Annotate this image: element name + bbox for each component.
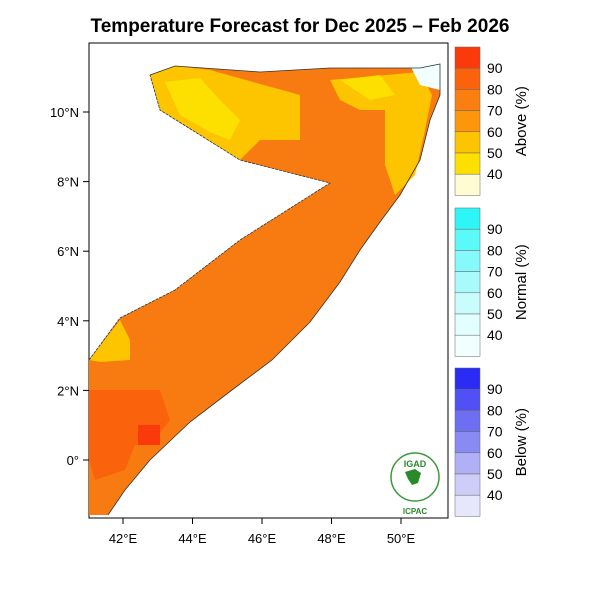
lat-label: 4°N [57,314,79,329]
legend-tick: 60 [487,445,503,461]
legend-swatch [454,313,481,336]
above-40-northeast [340,75,395,100]
lat-label: 8°N [57,175,79,190]
legend-swatch [454,452,481,475]
legend-tick: 60 [487,124,503,140]
above-90-patch [138,425,160,445]
legend-swatch [454,334,481,357]
legend-swatch [454,173,481,196]
legend-0: 90 80 70 60 50 40 Above (%) [454,46,530,196]
somalia-west-border [88,74,331,361]
legend-swatch [454,431,481,454]
legend-swatch [454,367,481,390]
legend-tick: 50 [487,466,503,482]
legend-swatch [454,89,481,111]
somalia-above-70 [89,64,440,515]
lat-label: 6°N [57,244,79,259]
legend-tick: 50 [487,145,503,161]
lon-label: 48°E [317,531,346,546]
above-50-northeast [330,72,432,195]
legend-tick: 60 [487,285,503,301]
svg-text:IGAD: IGAD [404,459,427,469]
axis-ticks: 42°E 44°E 46°E 48°E 50°E 10°N 8°N 6°N 4°N 2°N 0° [50,105,416,546]
legend-swatch [454,46,481,69]
lon-label: 50°E [387,531,416,546]
legend-swatch [454,228,481,251]
legend-tick: 70 [487,103,503,119]
legend-tick: 40 [487,487,503,503]
legend-title: Normal (%) [513,244,530,320]
legend-title: Below (%) [513,408,530,476]
legend-tick: 90 [487,60,503,76]
above-40-north [165,78,240,140]
legend-swatch [454,292,481,315]
legend-1: 90 80 70 60 50 40 Normal (%) [454,207,530,357]
legend-swatch [454,131,481,154]
lat-label: 10°N [50,105,79,120]
legend-swatch [454,250,481,272]
lat-label: 2°N [57,383,79,398]
normal-tip [410,64,440,90]
above-80-south [89,390,170,480]
somalia-forecast [88,63,441,516]
lon-label: 44°E [178,531,207,546]
legend-tick: 90 [487,381,503,397]
legend-tick: 40 [487,327,503,343]
legend-tick: 80 [487,402,503,418]
legend-title: Above (%) [513,86,530,156]
legend-swatch [454,152,481,175]
legends: 90 80 70 60 50 40 Above (%) 90 80 70 60 50 40 Normal … [454,46,530,517]
svg-text:ICPAC: ICPAC [403,507,428,516]
legend-swatch [454,67,481,90]
legend-swatch [454,271,481,294]
legend-2: 90 80 70 60 50 40 Below (%) [454,367,530,517]
icpac-logo: IGAD ICPAC [390,452,440,516]
legend-swatch [454,207,481,230]
legend-swatch [454,410,481,432]
lon-label: 46°E [248,531,277,546]
somalia-border [107,63,441,516]
legend-tick: 90 [487,221,503,237]
legend-swatch [454,388,481,411]
legend-swatch [454,494,481,517]
lat-label: 0° [67,453,79,468]
legend-tick: 70 [487,264,503,280]
legend-tick: 80 [487,242,503,258]
legend-tick: 80 [487,81,503,97]
legend-tick: 50 [487,306,503,322]
legend-tick: 40 [487,166,503,182]
above-50-southwest [89,320,130,362]
lon-label: 42°E [109,531,138,546]
legend-swatch [454,473,481,496]
legend-tick: 70 [487,424,503,440]
map-title: Temperature Forecast for Dec 2025 – Feb … [90,16,510,37]
legend-swatch [454,110,481,133]
